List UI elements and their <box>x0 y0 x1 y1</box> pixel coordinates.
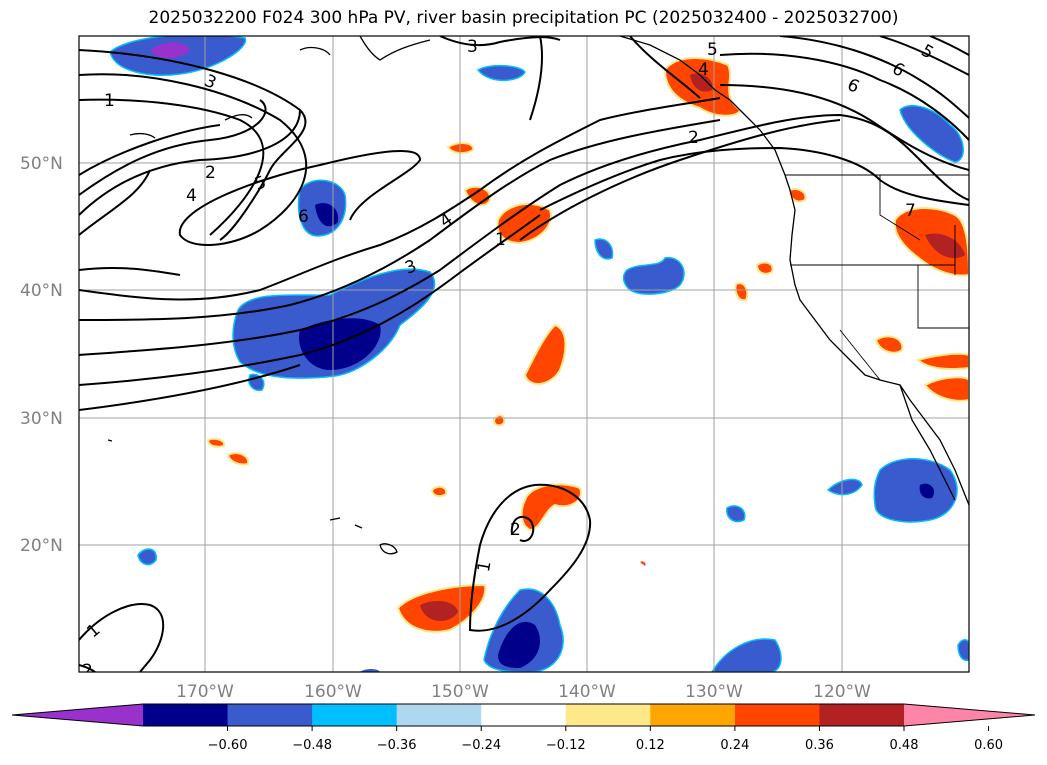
colorbar-tick-label: −0.60 <box>208 738 248 753</box>
colorbar-segment <box>312 704 398 726</box>
contour-label: 2 <box>510 520 521 540</box>
lat-label: 20°N <box>20 536 63 556</box>
contour-label: 3 <box>201 71 219 94</box>
graticule <box>79 36 969 672</box>
contour-label: 2 <box>82 661 93 681</box>
borders <box>785 174 969 381</box>
contour-label: 6 <box>298 207 309 227</box>
contour-label: 6 <box>888 59 907 82</box>
colorbar-tick-label: −0.36 <box>377 738 417 753</box>
contour-label: 1 <box>495 230 506 250</box>
colorbar-extend-high <box>904 704 1035 726</box>
colorbar-outline <box>11 703 1036 727</box>
negative-precip-patches <box>109 36 969 672</box>
contour-label: 2 <box>688 128 699 148</box>
colorbar-tick-label: −0.24 <box>461 738 501 753</box>
colorbar-segment <box>143 704 229 726</box>
map-area: 3 5 6 1 3 2 5 4 6 4 3 1 2 1 1 2 6 5 4 7 … <box>79 36 969 681</box>
lon-label: 170°W <box>176 682 234 702</box>
lon-label: 160°W <box>304 682 362 702</box>
colorbar-tick-label: 0.48 <box>890 738 919 753</box>
colorbar-segment <box>481 704 567 726</box>
colorbar-segment <box>819 704 905 726</box>
lon-label: 120°W <box>813 682 871 702</box>
colorbar-tick-label: 0.24 <box>720 738 749 753</box>
contour-label: 1 <box>83 620 104 642</box>
longitude-labels: 170°W 160°W 150°W 140°W 130°W 120°W <box>176 682 871 702</box>
contour-label: 1 <box>474 559 496 573</box>
positive-precip-patches <box>206 57 969 633</box>
contour-label: 4 <box>436 209 456 232</box>
contour-label: 1 <box>104 91 115 111</box>
colorbar-extend-low <box>12 704 143 726</box>
pv-contours <box>79 36 969 672</box>
colorbar: −0.60 −0.48 −0.36 −0.24 −0.12 0.12 0.24 0.36 0.4… <box>11 703 1036 753</box>
lat-label: 30°N <box>20 409 63 429</box>
colorbar-segment <box>396 704 482 726</box>
colorbar-segment <box>565 704 651 726</box>
contour-label: 4 <box>698 60 709 80</box>
colorbar-tick-label: −0.12 <box>546 738 586 753</box>
map-title: 2025032200 F024 300 hPa PV, river basin … <box>148 8 899 28</box>
lon-label: 140°W <box>558 682 616 702</box>
lat-label: 50°N <box>20 154 63 174</box>
contour-label: 5 <box>917 41 936 64</box>
contour-label: 3 <box>467 37 478 57</box>
contour-label: 6 <box>844 75 862 98</box>
lon-label: 150°W <box>431 682 489 702</box>
contour-label: 2 <box>205 163 216 183</box>
colorbar-tick-label: −0.48 <box>292 738 332 753</box>
latitude-labels: 50°N 40°N 30°N 20°N <box>20 154 63 556</box>
coastlines <box>107 36 969 555</box>
lat-label: 40°N <box>20 281 63 301</box>
lon-label: 130°W <box>685 682 743 702</box>
colorbar-segment <box>650 704 736 726</box>
colorbar-segment <box>734 704 820 726</box>
contour-label: 5 <box>707 40 718 60</box>
map-frame <box>78 35 970 673</box>
contour-label: 4 <box>186 186 197 206</box>
colorbar-segment <box>227 704 313 726</box>
colorbar-tick-label: 0.12 <box>636 738 665 753</box>
contour-labels: 3 5 6 1 3 2 5 4 6 4 3 1 2 1 1 2 6 5 4 7 … <box>82 37 937 681</box>
colorbar-tick-label: 0.36 <box>805 738 834 753</box>
contour-label: 7 <box>905 201 916 221</box>
colorbar-tick-label: 0.60 <box>974 738 1003 753</box>
